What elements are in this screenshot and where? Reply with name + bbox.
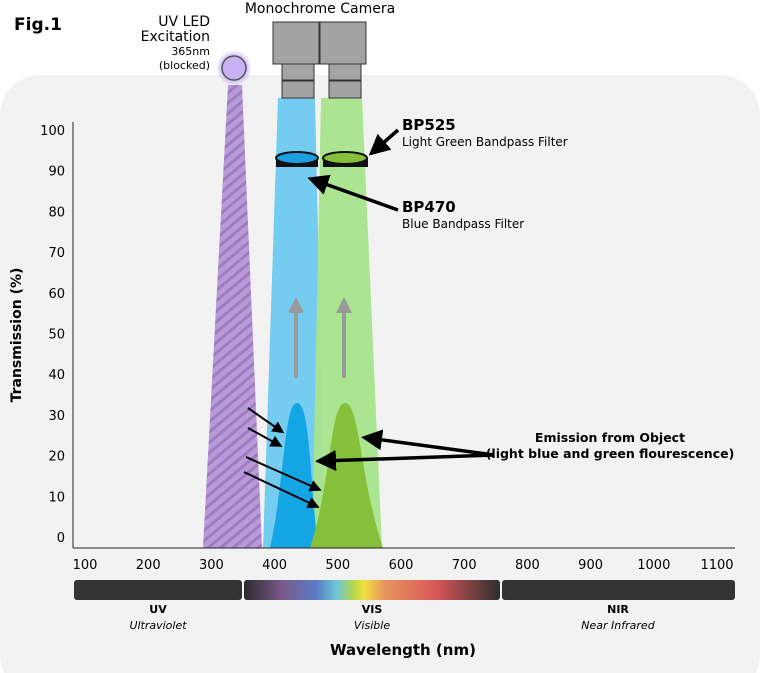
x-tick-label: 700 (452, 558, 477, 573)
excitation-arrows (243, 407, 322, 509)
x-tick-label: 600 (389, 558, 414, 573)
y-tick-label: 90 (48, 165, 65, 180)
camera-label: Monochrome Camera (245, 1, 395, 17)
x-tick-label: 500 (325, 558, 350, 573)
x-tick-label: 100 (73, 558, 98, 573)
y-axis-label: Transmission (%) (9, 268, 25, 403)
camera-blue (272, 21, 320, 99)
emission-label-1: Emission from Object (535, 430, 685, 445)
camera-green (319, 21, 367, 99)
y-tick-label: 100 (40, 124, 65, 139)
nir-band-bar (502, 580, 735, 600)
uv-band-bar (74, 580, 242, 600)
x-ticks: 100 200 300 400 500 600 700 800 900 1000 1100 (73, 558, 734, 573)
callout-arrows (307, 128, 495, 472)
x-tick-label: 300 (199, 558, 224, 573)
background-panel (0, 75, 760, 673)
y-tick-label: 40 (48, 368, 65, 383)
y-tick-label: 10 (48, 490, 65, 505)
x-tick-label: 800 (515, 558, 540, 573)
x-axis-label: Wavelength (nm) (330, 641, 476, 659)
y-tick-label: 0 (57, 531, 65, 546)
bp470-desc: Blue Bandpass Filter (402, 217, 524, 231)
nir-band-name: Near Infrared (581, 619, 655, 632)
led-label-4: (blocked) (159, 59, 210, 72)
x-tick-label: 900 (578, 558, 603, 573)
led-label-3: 365nm (171, 45, 210, 58)
uv-excitation-beam (203, 85, 262, 548)
led-label-1: UV LED (158, 14, 210, 30)
uv-band-name: Ultraviolet (129, 619, 187, 632)
bp470-code: BP470 (402, 198, 456, 216)
bp525-desc: Light Green Bandpass Filter (402, 135, 568, 149)
vis-band-bar (244, 580, 500, 600)
x-tick-label: 200 (136, 558, 161, 573)
emission-label-2: (light blue and green flourescence) (486, 446, 735, 461)
vis-band-name: Visible (354, 619, 390, 632)
figure-label: Fig.1 (14, 15, 62, 35)
y-tick-label: 20 (48, 450, 65, 465)
uv-led-icon (221, 55, 247, 81)
bp470-filter-icon (275, 151, 319, 167)
y-tick-label: 60 (48, 287, 65, 302)
x-tick-label: 1000 (637, 558, 670, 573)
y-tick-label: 80 (48, 205, 65, 220)
nir-band-code: NIR (607, 603, 629, 616)
vis-band-code: VIS (362, 603, 383, 616)
led-label-2: Excitation (141, 29, 210, 45)
green-emission-peak (310, 403, 383, 548)
bp525-code: BP525 (402, 116, 456, 134)
y-tick-label: 70 (48, 246, 65, 261)
blue-emission-peak (270, 403, 318, 548)
y-tick-label: 30 (48, 409, 65, 424)
uv-band-code: UV (149, 603, 167, 616)
x-tick-label: 1100 (700, 558, 733, 573)
bp525-filter-icon (322, 151, 368, 167)
y-tick-label: 50 (48, 328, 65, 343)
x-tick-label: 400 (262, 558, 287, 573)
